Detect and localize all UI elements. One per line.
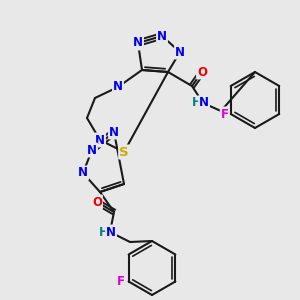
Text: F: F	[221, 107, 229, 121]
Text: N: N	[113, 80, 123, 94]
Text: N: N	[95, 134, 105, 146]
Text: N: N	[175, 46, 185, 59]
Text: H: H	[99, 226, 109, 238]
Text: N: N	[133, 37, 143, 50]
Text: N: N	[87, 143, 97, 157]
Text: N: N	[157, 29, 167, 43]
Text: N: N	[106, 226, 116, 238]
Text: F: F	[117, 275, 124, 288]
Text: N: N	[109, 125, 119, 139]
Text: O: O	[92, 196, 102, 208]
Text: H: H	[192, 97, 202, 110]
Text: S: S	[119, 146, 129, 158]
Text: N: N	[78, 167, 88, 179]
Text: N: N	[199, 97, 209, 110]
Text: O: O	[197, 65, 207, 79]
